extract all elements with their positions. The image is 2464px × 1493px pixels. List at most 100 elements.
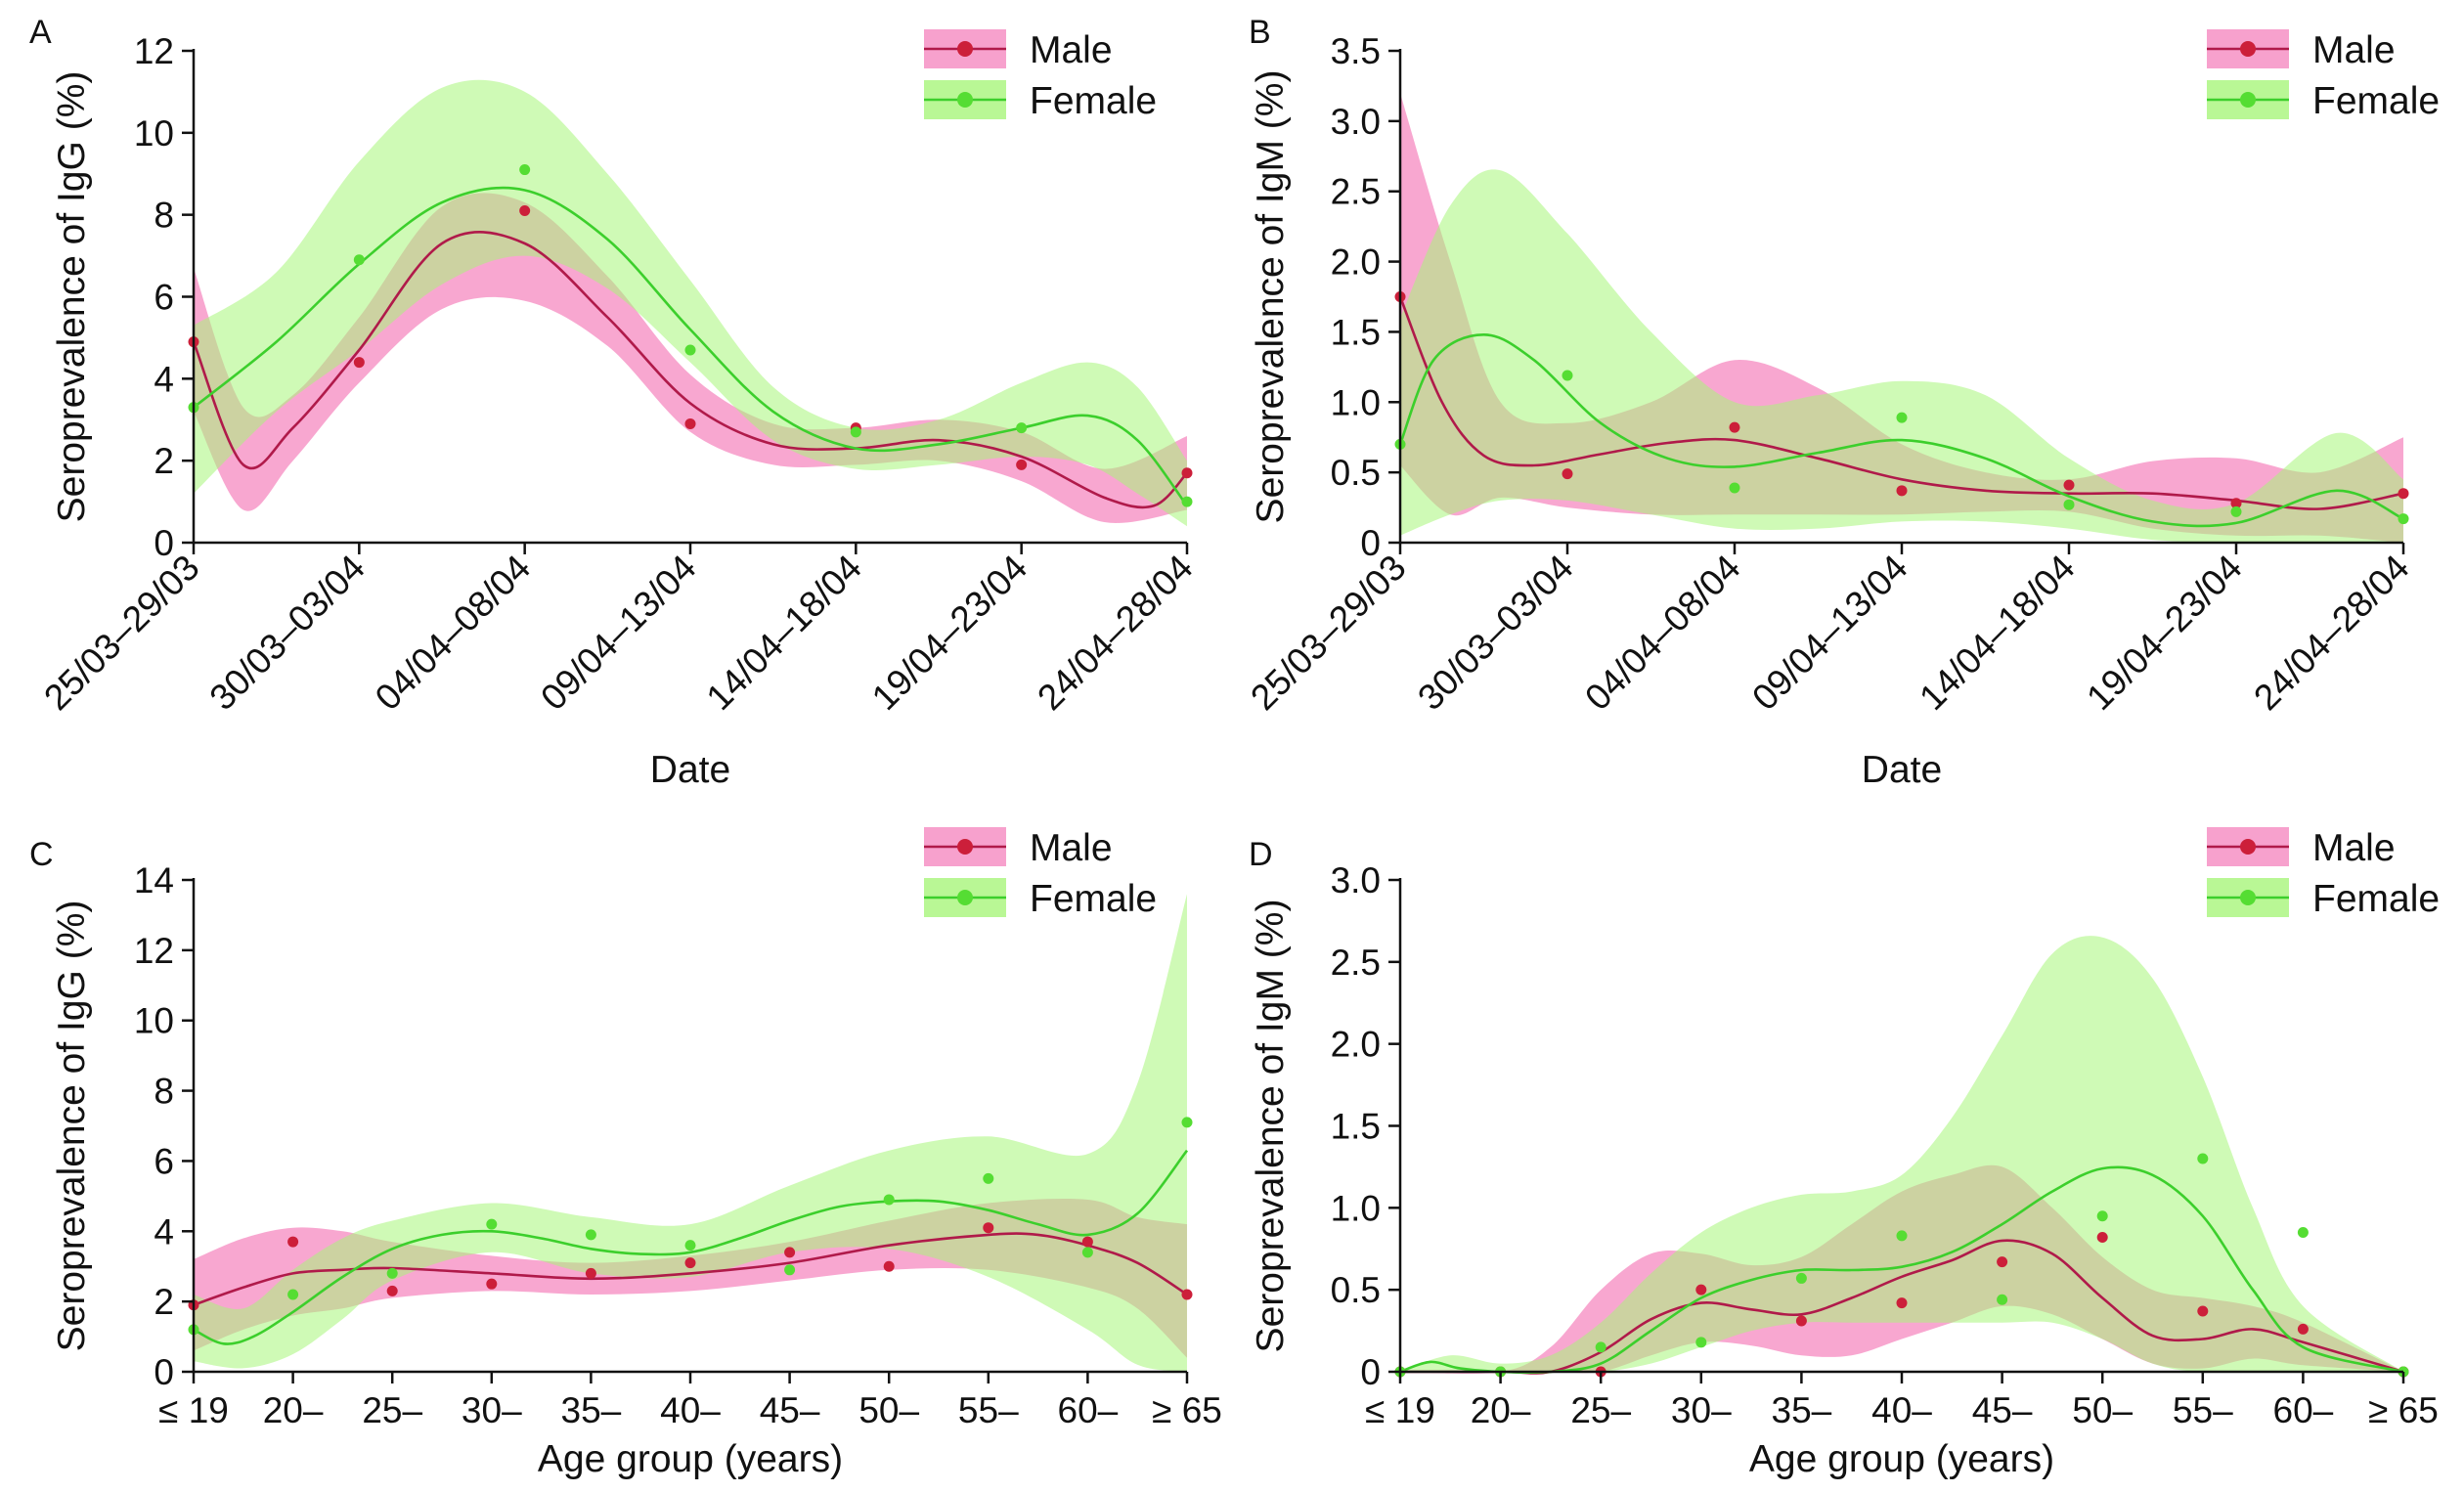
y-tick-label: 6 [154,278,174,318]
x-tick-label: 14/04–18/04 [699,548,869,718]
y-tick-label: 2.5 [1331,943,1381,983]
fit-line-male [1398,296,2404,510]
y-tick-label: 8 [154,196,174,236]
point-male [519,204,531,216]
panel-c: C 0 2 4 6 8 10 12 14 ≤ 19 20– 25– 30– 35– 40– 45– 50– 55–… [29,827,1222,1480]
y-tick-label: 6 [154,1141,174,1181]
legend: Male Female [924,29,1157,122]
x-tick-label: 09/04–13/04 [1744,548,1914,718]
point-female [2096,1210,2108,1222]
panel-letter: D [1249,836,1273,873]
legend-marker-male [2240,41,2256,57]
point-male [983,1222,994,1234]
point-male [1997,1256,2008,1268]
point-female [684,344,696,356]
point-male [1181,1289,1193,1300]
point-female [1896,1230,1908,1242]
y-tick-label: 0.5 [1331,1270,1381,1310]
x-tick-label: ≤ 19 [1365,1390,1435,1430]
point-female [1729,482,1740,494]
point-male [883,1260,895,1272]
point-male [2197,1305,2209,1317]
y-axis-title: Seroprevalence of IgM (%) [1250,70,1292,524]
point-female [287,1289,299,1300]
x-tick-label: 60– [1058,1390,1119,1430]
panel-letter: C [29,836,54,873]
ci-band-female [194,79,1187,527]
legend-marker-female [957,92,973,108]
panel-b: B 0 0.5 1.0 1.5 2.0 2.5 3.0 3.5 25/03–29/0330/03–… [1243,14,2440,791]
point-female [684,1240,696,1251]
point-female [519,164,531,176]
point-male [585,1267,596,1279]
point-male [486,1278,498,1290]
point-female [1016,422,1028,434]
panel-a: A 0 2 4 6 8 10 12 25/03–29/0330/03–03/0404/04–08… [29,14,1201,791]
x-axis-title: Age group (years) [538,1438,843,1480]
y-tick-label: 12 [134,931,174,971]
point-male [1896,1297,1908,1309]
x-tick-label: 35– [561,1390,622,1430]
x-axis-title: Age group (years) [1749,1438,2054,1480]
point-female [2297,1226,2309,1238]
point-female [386,1267,398,1279]
x-tick-label: 45– [1972,1390,2033,1430]
point-male [2230,498,2242,509]
x-tick-label: ≤ 19 [158,1390,229,1430]
panel-d: D 0 0.5 1.0 1.5 2.0 2.5 3.0 ≤ 19 20– 25– 30– 35– 40– 4… [1249,827,2440,1480]
y-axis-title: Seroprevalence of IgG (%) [51,900,93,1352]
x-tick-label: 30– [462,1390,522,1430]
legend-marker-male [957,41,973,57]
point-male [1795,1315,1807,1327]
ci-band-female [194,894,1187,1372]
x-tick-label: 35– [1772,1390,1832,1430]
point-female [883,1194,895,1206]
x-tick-label: 40– [1871,1390,1932,1430]
point-male [287,1236,299,1248]
point-male [353,357,365,369]
legend-label-female: Female [2312,878,2440,920]
y-tick-label: 2.0 [1331,242,1381,283]
x-tick-label: 04/04–08/04 [368,548,538,718]
x-tick-label: 25– [1570,1390,1631,1430]
y-tick-label: 3.5 [1331,31,1381,71]
point-male [684,1257,696,1269]
y-tick-label: 4 [154,359,174,399]
y-axis-title: Seroprevalence of IgM (%) [1250,900,1292,1353]
point-male [2063,479,2075,491]
legend-label-male: Male [2312,29,2396,71]
point-female [1896,412,1908,423]
y-tick-label: 1.5 [1331,312,1381,352]
x-tick-label: 55– [958,1390,1019,1430]
point-female [1081,1247,1093,1258]
y-tick-label: 3.0 [1331,860,1381,900]
x-tick-label: 50– [858,1390,919,1430]
x-axis-title: Date [650,749,730,791]
legend-marker-male [957,839,973,855]
legend-marker-female [2240,890,2256,905]
legend: Male Female [2207,29,2440,122]
y-tick-label: 2 [154,441,174,481]
point-female [1562,370,1573,381]
y-tick-label: 0 [1360,523,1381,563]
x-tick-label: 19/04–23/04 [864,548,1034,718]
y-tick-label: 12 [134,31,174,71]
legend-label-female: Female [1030,878,1157,920]
y-tick-label: 10 [134,113,174,154]
point-female [585,1229,596,1241]
x-tick-label: 50– [2072,1390,2133,1430]
point-female [850,426,861,438]
x-tick-label: 20– [1471,1390,1531,1430]
legend-marker-female [2240,92,2256,108]
y-tick-label: 3.0 [1331,102,1381,142]
point-male [2398,488,2409,500]
legend-label-female: Female [1030,80,1157,122]
x-tick-label: 45– [760,1390,820,1430]
ci-band-female [1400,936,2403,1373]
point-male [386,1285,398,1296]
x-tick-label: 30/03–03/04 [202,548,373,718]
y-axis-title: Seroprevalence of IgG (%) [51,71,93,523]
x-tick-label: 25/03–29/03 [36,548,206,718]
point-male [784,1247,796,1258]
